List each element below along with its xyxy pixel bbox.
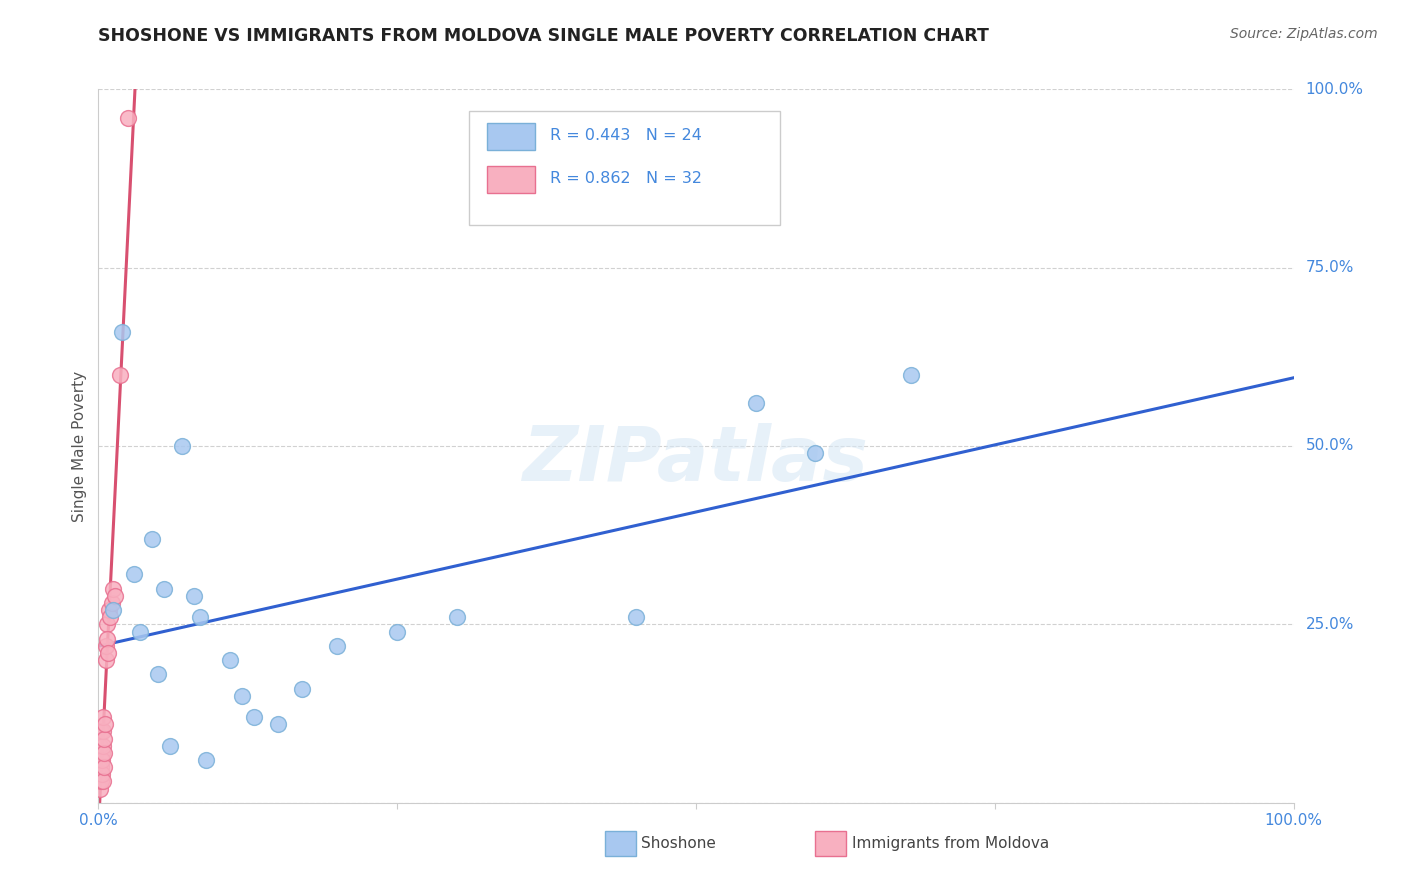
Point xyxy=(91,739,114,753)
Text: Source: ZipAtlas.com: Source: ZipAtlas.com xyxy=(1230,27,1378,41)
Text: 100.0%: 100.0% xyxy=(1305,82,1364,96)
Point xyxy=(124,567,146,582)
Point xyxy=(242,710,264,724)
Point xyxy=(141,532,163,546)
Point xyxy=(89,767,111,781)
Point xyxy=(91,710,114,724)
Point xyxy=(172,439,194,453)
Point xyxy=(159,739,181,753)
Point xyxy=(97,646,120,660)
Text: 25.0%: 25.0% xyxy=(1305,617,1354,632)
Y-axis label: Single Male Poverty: Single Male Poverty xyxy=(72,370,87,522)
Bar xyxy=(486,166,534,193)
Text: R = 0.443   N = 24: R = 0.443 N = 24 xyxy=(550,128,702,143)
Point xyxy=(117,111,139,125)
Point xyxy=(194,753,217,767)
Point xyxy=(91,767,114,781)
Point xyxy=(87,774,110,789)
Point xyxy=(96,639,118,653)
Text: Immigrants from Moldova: Immigrants from Moldova xyxy=(852,837,1049,851)
Point xyxy=(290,681,312,696)
Point xyxy=(219,653,242,667)
Point xyxy=(148,667,170,681)
Point xyxy=(94,717,117,731)
Point xyxy=(101,603,124,617)
Point xyxy=(89,760,111,774)
Point xyxy=(98,610,122,624)
Point xyxy=(90,774,112,789)
Point xyxy=(93,760,115,774)
Point xyxy=(96,632,118,646)
Point xyxy=(90,724,112,739)
Point xyxy=(93,731,115,746)
Point xyxy=(385,624,409,639)
Point xyxy=(108,368,131,382)
Point xyxy=(624,610,647,624)
Point xyxy=(804,446,827,460)
Point xyxy=(89,781,111,796)
Point xyxy=(98,603,121,617)
Point xyxy=(91,724,114,739)
Point xyxy=(96,617,118,632)
Text: R = 0.862   N = 32: R = 0.862 N = 32 xyxy=(550,171,702,186)
Point xyxy=(183,589,205,603)
Text: ZIPatlas: ZIPatlas xyxy=(523,424,869,497)
Point xyxy=(93,746,115,760)
Bar xyxy=(486,123,534,150)
Point xyxy=(129,624,152,639)
Text: 50.0%: 50.0% xyxy=(1305,439,1354,453)
Point xyxy=(90,753,112,767)
Text: 75.0%: 75.0% xyxy=(1305,260,1354,275)
Point xyxy=(231,689,253,703)
Text: Shoshone: Shoshone xyxy=(641,837,716,851)
Point xyxy=(90,746,112,760)
Point xyxy=(93,774,115,789)
Text: SHOSHONE VS IMMIGRANTS FROM MOLDOVA SINGLE MALE POVERTY CORRELATION CHART: SHOSHONE VS IMMIGRANTS FROM MOLDOVA SING… xyxy=(98,27,990,45)
Point xyxy=(111,325,134,339)
Point xyxy=(153,582,176,596)
Point xyxy=(90,760,112,774)
Point xyxy=(326,639,349,653)
Point xyxy=(900,368,922,382)
Point xyxy=(94,653,117,667)
Point xyxy=(745,396,768,410)
Point xyxy=(100,596,122,610)
Point xyxy=(104,589,127,603)
Bar xyxy=(470,111,780,225)
Point xyxy=(188,610,211,624)
Point xyxy=(91,753,114,767)
Point xyxy=(446,610,468,624)
Point xyxy=(89,739,111,753)
Point xyxy=(267,717,290,731)
Point xyxy=(101,582,124,596)
